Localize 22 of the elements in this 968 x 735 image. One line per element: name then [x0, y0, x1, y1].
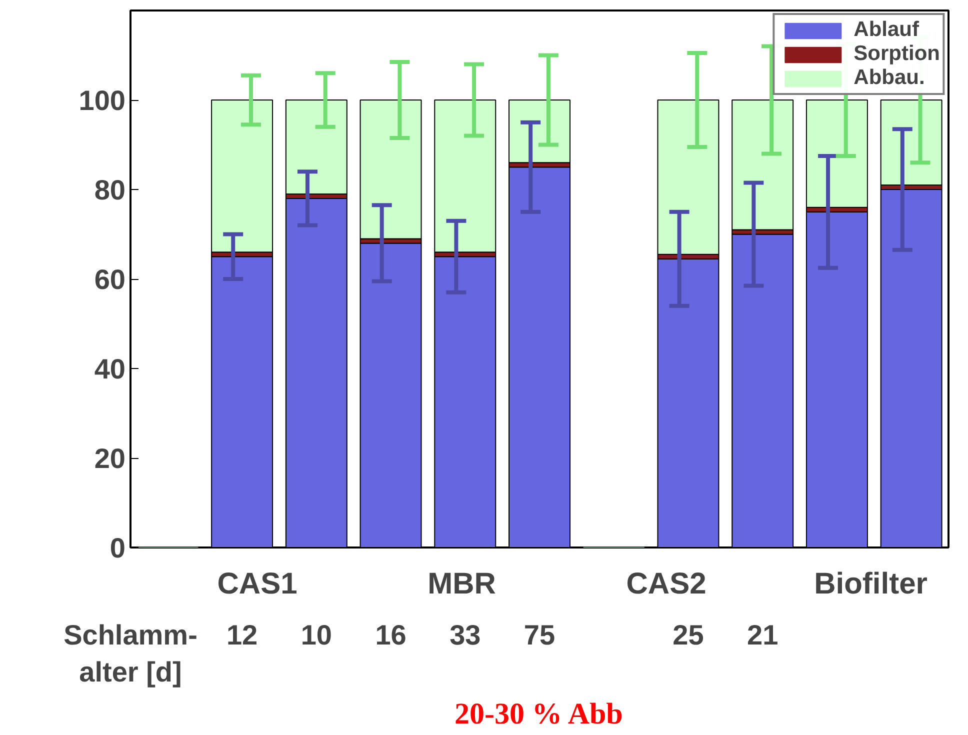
text: Biofilter	[814, 568, 928, 600]
legend-label: Abbau.	[854, 66, 925, 90]
text: CAS2	[626, 568, 706, 600]
y-tick-label: 20	[94, 443, 126, 474]
x-tick-label: 25	[672, 620, 704, 650]
y-tick-label: 0	[110, 532, 126, 564]
x-tick-label: 21	[747, 620, 778, 650]
text: 20-30 % Abb	[454, 698, 623, 730]
y-tick-label: 40	[94, 354, 126, 384]
x-tick-label: 10	[300, 620, 332, 650]
x-tick-label: 16	[375, 620, 406, 650]
legend-label: Sorption	[854, 42, 940, 66]
y-tick-label: 100	[78, 85, 126, 116]
y-tick-label: 80	[94, 174, 126, 206]
x-tick-label: 75	[524, 620, 556, 650]
x-tick-label: 33	[450, 620, 481, 650]
text: CAS1	[217, 568, 298, 600]
text: MBR	[428, 568, 496, 600]
text: Schlamm- alter [d]	[64, 620, 198, 688]
x-tick-label: 12	[226, 620, 258, 650]
y-tick-label: 60	[94, 264, 126, 295]
legend-label: Ablauf	[854, 18, 919, 42]
